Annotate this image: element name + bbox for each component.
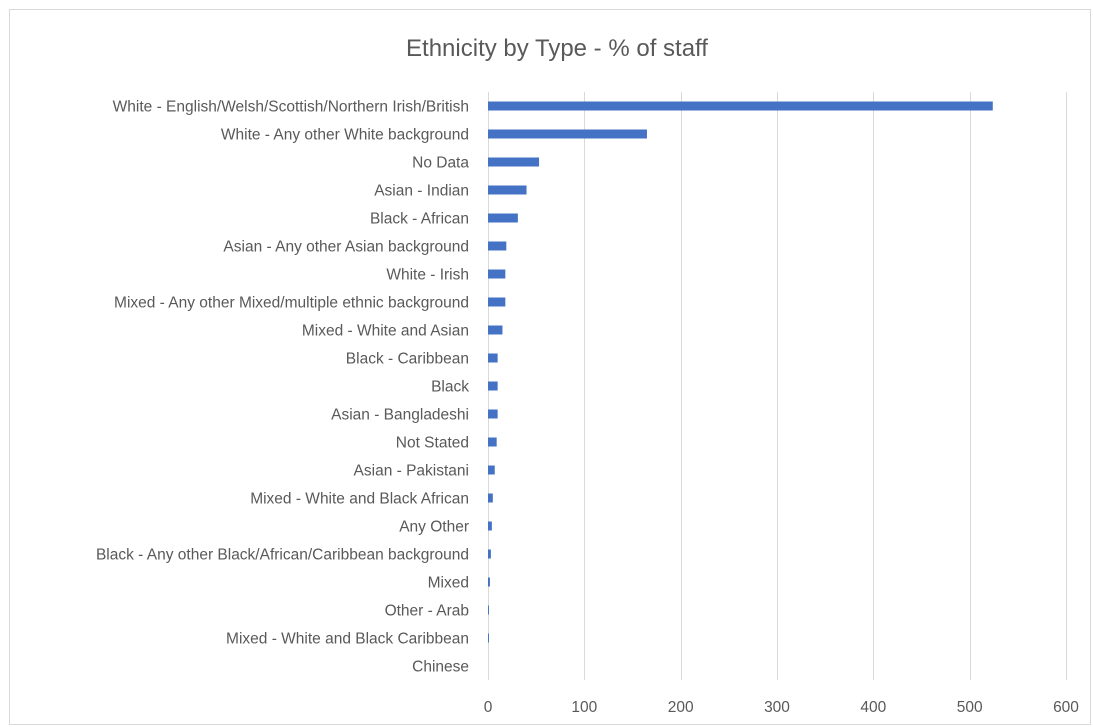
category-label: Asian - Any other Asian background bbox=[223, 239, 469, 256]
bar bbox=[488, 521, 492, 531]
category-label: Any Other bbox=[399, 519, 469, 536]
category-label: Asian - Pakistani bbox=[354, 463, 469, 480]
category-label: White - Any other White background bbox=[221, 127, 469, 144]
category-label: Black bbox=[431, 379, 469, 396]
bar bbox=[488, 241, 507, 251]
bar bbox=[488, 577, 490, 587]
bar bbox=[488, 129, 647, 139]
bar bbox=[488, 437, 497, 447]
x-tick-label: 400 bbox=[860, 699, 886, 716]
category-label: Black - Any other Black/African/Caribbea… bbox=[96, 547, 469, 564]
x-tick-label: 300 bbox=[764, 699, 790, 716]
category-label: White - English/Welsh/Scottish/Northern … bbox=[113, 99, 469, 116]
x-tick-label: 200 bbox=[668, 699, 694, 716]
x-axis-ticks: 0 100 200 300 400 500 600 bbox=[484, 699, 1080, 716]
chart-title: Ethnicity by Type - % of staff bbox=[406, 35, 708, 62]
category-labels: White - English/Welsh/Scottish/Northern … bbox=[96, 99, 469, 676]
bar bbox=[488, 101, 993, 111]
bar bbox=[488, 381, 498, 391]
bar bbox=[488, 213, 518, 223]
bar bbox=[488, 549, 491, 559]
category-label: Asian - Indian bbox=[374, 183, 469, 200]
x-tick-label: 600 bbox=[1053, 699, 1079, 716]
category-label: Chinese bbox=[412, 659, 469, 676]
category-label: Mixed - White and Asian bbox=[302, 323, 469, 340]
x-tick-label: 100 bbox=[571, 699, 597, 716]
category-label: Not Stated bbox=[396, 435, 469, 452]
x-tick-label: 0 bbox=[484, 699, 493, 716]
bar bbox=[488, 185, 527, 195]
bar bbox=[488, 465, 495, 475]
bar bbox=[488, 633, 489, 643]
category-label: Mixed - White and Black African bbox=[250, 491, 469, 508]
bar bbox=[488, 325, 503, 335]
bar bbox=[488, 297, 506, 307]
category-label: Mixed - Any other Mixed/multiple ethnic … bbox=[114, 295, 469, 312]
x-tick-label: 500 bbox=[957, 699, 983, 716]
category-label: Mixed - White and Black Caribbean bbox=[226, 631, 469, 648]
category-label: Black - African bbox=[370, 211, 469, 228]
bar bbox=[488, 157, 540, 167]
chart-frame bbox=[9, 9, 1091, 725]
bar bbox=[488, 409, 498, 419]
bar bbox=[488, 605, 489, 615]
bar bbox=[488, 269, 506, 279]
category-label: No Data bbox=[412, 155, 469, 172]
bar bbox=[488, 493, 493, 503]
category-label: White - Irish bbox=[386, 267, 469, 284]
bar bbox=[488, 353, 498, 363]
category-label: Asian - Bangladeshi bbox=[331, 407, 469, 424]
gridlines bbox=[488, 92, 1067, 680]
category-label: Other - Arab bbox=[385, 603, 469, 620]
category-label: Black - Caribbean bbox=[346, 351, 469, 368]
category-label: Mixed bbox=[428, 575, 469, 592]
bars bbox=[488, 101, 993, 643]
